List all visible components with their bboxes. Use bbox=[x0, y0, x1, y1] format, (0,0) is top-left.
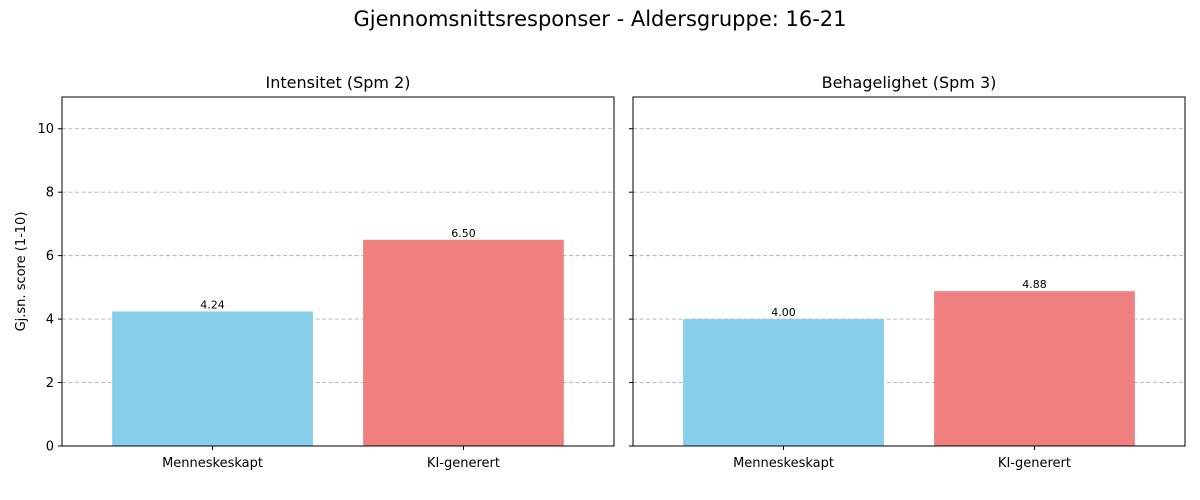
bar-menneskeskapt bbox=[683, 319, 884, 446]
bar-value-label: 6.50 bbox=[451, 227, 476, 240]
x-tick-label: KI-generert bbox=[427, 456, 500, 471]
bar-value-label: 4.24 bbox=[200, 298, 225, 311]
panel-1: 4.24 6.50 0 2 4 6 8 10 Menneskeskapt KI-generert I… bbox=[14, 73, 615, 471]
figure-title: Gjennomsnittsresponser - Aldersgruppe: 1… bbox=[353, 7, 846, 31]
axes-frame bbox=[632, 96, 1186, 447]
panel-title: Intensitet (Spm 2) bbox=[265, 73, 410, 92]
y-axis-label: Gj.sn. score (1-10) bbox=[14, 212, 29, 332]
y-tick-label: 8 bbox=[46, 186, 54, 201]
y-tick-label: 4 bbox=[46, 313, 54, 328]
bar-value-label: 4.88 bbox=[1022, 278, 1047, 291]
bar-menneskeskapt bbox=[112, 311, 313, 446]
y-tick-label: 10 bbox=[37, 122, 54, 137]
bar-ki-generert bbox=[363, 239, 564, 446]
y-tick-label: 6 bbox=[46, 249, 54, 264]
panel-title: Behagelighet (Spm 3) bbox=[822, 73, 997, 92]
x-tick-label: Menneskeskapt bbox=[733, 456, 834, 471]
x-tick-label: Menneskeskapt bbox=[162, 456, 263, 471]
x-tick-label: KI-generert bbox=[998, 456, 1071, 471]
panels: 4.24 6.50 0 2 4 6 8 10 Menneskeskapt KI-generert I… bbox=[14, 73, 1186, 471]
y-tick-label: 0 bbox=[46, 440, 54, 455]
panel-2: 4.00 4.88 Menneskeskapt KI-generert Behageli… bbox=[629, 73, 1186, 471]
bar-value-label: 4.00 bbox=[771, 306, 796, 319]
axes-frame bbox=[61, 96, 615, 447]
bar-ki-generert bbox=[934, 291, 1135, 446]
y-tick-label: 2 bbox=[46, 376, 54, 391]
